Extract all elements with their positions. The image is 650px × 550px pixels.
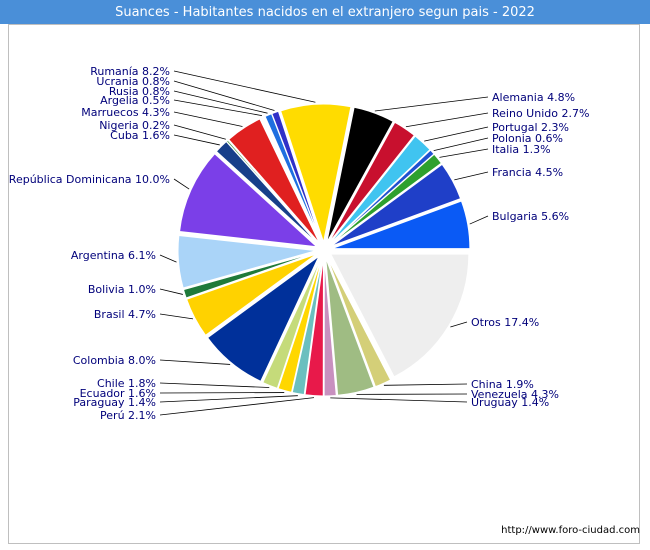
slice-label: Reino Unido 2.7% <box>492 107 589 120</box>
slice-label: Marruecos 4.3% <box>81 106 170 119</box>
leader-line <box>159 254 177 263</box>
slice-label: Francia 4.5% <box>492 166 563 179</box>
pie-slice-argentina[interactable] <box>177 234 317 289</box>
pie-slice-china[interactable] <box>326 257 392 388</box>
slice-label: Bulgaria 5.6% <box>492 210 569 223</box>
pie-slice-portugal[interactable] <box>329 135 431 245</box>
slice-label: Cuba 1.6% <box>110 129 170 142</box>
leader-line <box>159 397 315 416</box>
leader-line <box>433 137 489 152</box>
pie-slice-reino-unido[interactable] <box>327 121 415 244</box>
slice-label: Rumanía 8.2% <box>90 65 170 78</box>
leader-line <box>173 124 226 140</box>
pie-slice-chile[interactable] <box>262 257 322 389</box>
leader-line <box>469 215 489 225</box>
pie-slice-italia[interactable] <box>329 153 443 246</box>
pie-slice-marruecos[interactable] <box>228 118 321 244</box>
slice-label: Portugal 2.3% <box>492 121 569 134</box>
pie-slice-ucrania[interactable] <box>271 110 322 243</box>
leader-line <box>159 382 270 388</box>
leader-line <box>374 96 489 112</box>
pie-slice-paraguay[interactable] <box>291 257 324 396</box>
pie-slice-francia[interactable] <box>330 163 462 247</box>
leader-line <box>159 288 183 295</box>
pie-slice-bulgaria[interactable] <box>331 200 471 250</box>
pie-slice-brasil[interactable] <box>186 253 318 336</box>
slice-label: Brasil 4.7% <box>94 308 156 321</box>
leader-line <box>159 313 194 320</box>
slice-label: Rusia 0.8% <box>109 85 170 98</box>
leader-line <box>454 171 489 181</box>
slice-label: Ecuador 1.6% <box>80 387 156 400</box>
leader-line <box>159 359 231 365</box>
leader-line <box>173 90 268 114</box>
slice-label: Italia 1.3% <box>492 143 551 156</box>
leader-line <box>173 70 316 103</box>
slice-label: Alemania 4.8% <box>492 91 575 104</box>
slice-label: Venezuela 4.3% <box>471 388 559 401</box>
pie-slice-ruman-a[interactable] <box>280 103 352 244</box>
slice-label: Perú 2.1% <box>100 409 156 422</box>
pie-slice-nigeria[interactable] <box>225 139 320 245</box>
slice-label: Otros 17.4% <box>471 316 539 329</box>
leader-line <box>424 126 489 142</box>
slice-label: Argentina 6.1% <box>71 249 156 262</box>
pie-slice-colombia[interactable] <box>206 255 320 382</box>
slice-label: Chile 1.8% <box>97 377 156 390</box>
slice-label: China 1.9% <box>471 378 534 391</box>
slice-label: República Dominicana 10.0% <box>9 173 170 186</box>
slice-label: Bolivia 1.0% <box>88 283 156 296</box>
pie-slice-otros[interactable] <box>330 253 470 378</box>
leader-line <box>173 178 190 190</box>
pie-slice-rep-blica-dominicana[interactable] <box>178 153 319 248</box>
pie-slice-venezuela[interactable] <box>325 257 375 396</box>
leader-line <box>173 80 275 111</box>
leader-line <box>173 99 263 117</box>
slice-label: Nigeria 0.2% <box>99 119 170 132</box>
pie-slice-alemania[interactable] <box>326 106 394 243</box>
source-url[interactable]: http://www.foro-ciudad.com <box>501 525 640 536</box>
slice-label: Argelia 0.5% <box>100 94 170 107</box>
leader-line <box>173 134 220 146</box>
pie-slice-uruguay[interactable] <box>323 257 337 397</box>
slice-label: Ucrania 0.8% <box>96 75 170 88</box>
slice-label: Uruguay 1.4% <box>471 396 549 409</box>
leader-line <box>159 395 298 403</box>
leader-line <box>330 397 468 403</box>
leader-line <box>405 112 489 128</box>
slice-label: Polonia 0.6% <box>492 132 563 145</box>
pie-slice-ecuador[interactable] <box>277 257 323 393</box>
pie-slice-per-[interactable] <box>304 257 324 397</box>
slice-label: Colombia 8.0% <box>73 354 156 367</box>
leader-line <box>173 111 243 127</box>
chart-title: Suances - Habitantes nacidos en el extra… <box>0 0 650 24</box>
leader-line <box>383 383 468 386</box>
leader-line <box>439 148 489 158</box>
slice-label: Paraguay 1.4% <box>73 396 156 409</box>
leader-line <box>450 321 468 328</box>
pie-slice-bolivia[interactable] <box>182 251 317 299</box>
